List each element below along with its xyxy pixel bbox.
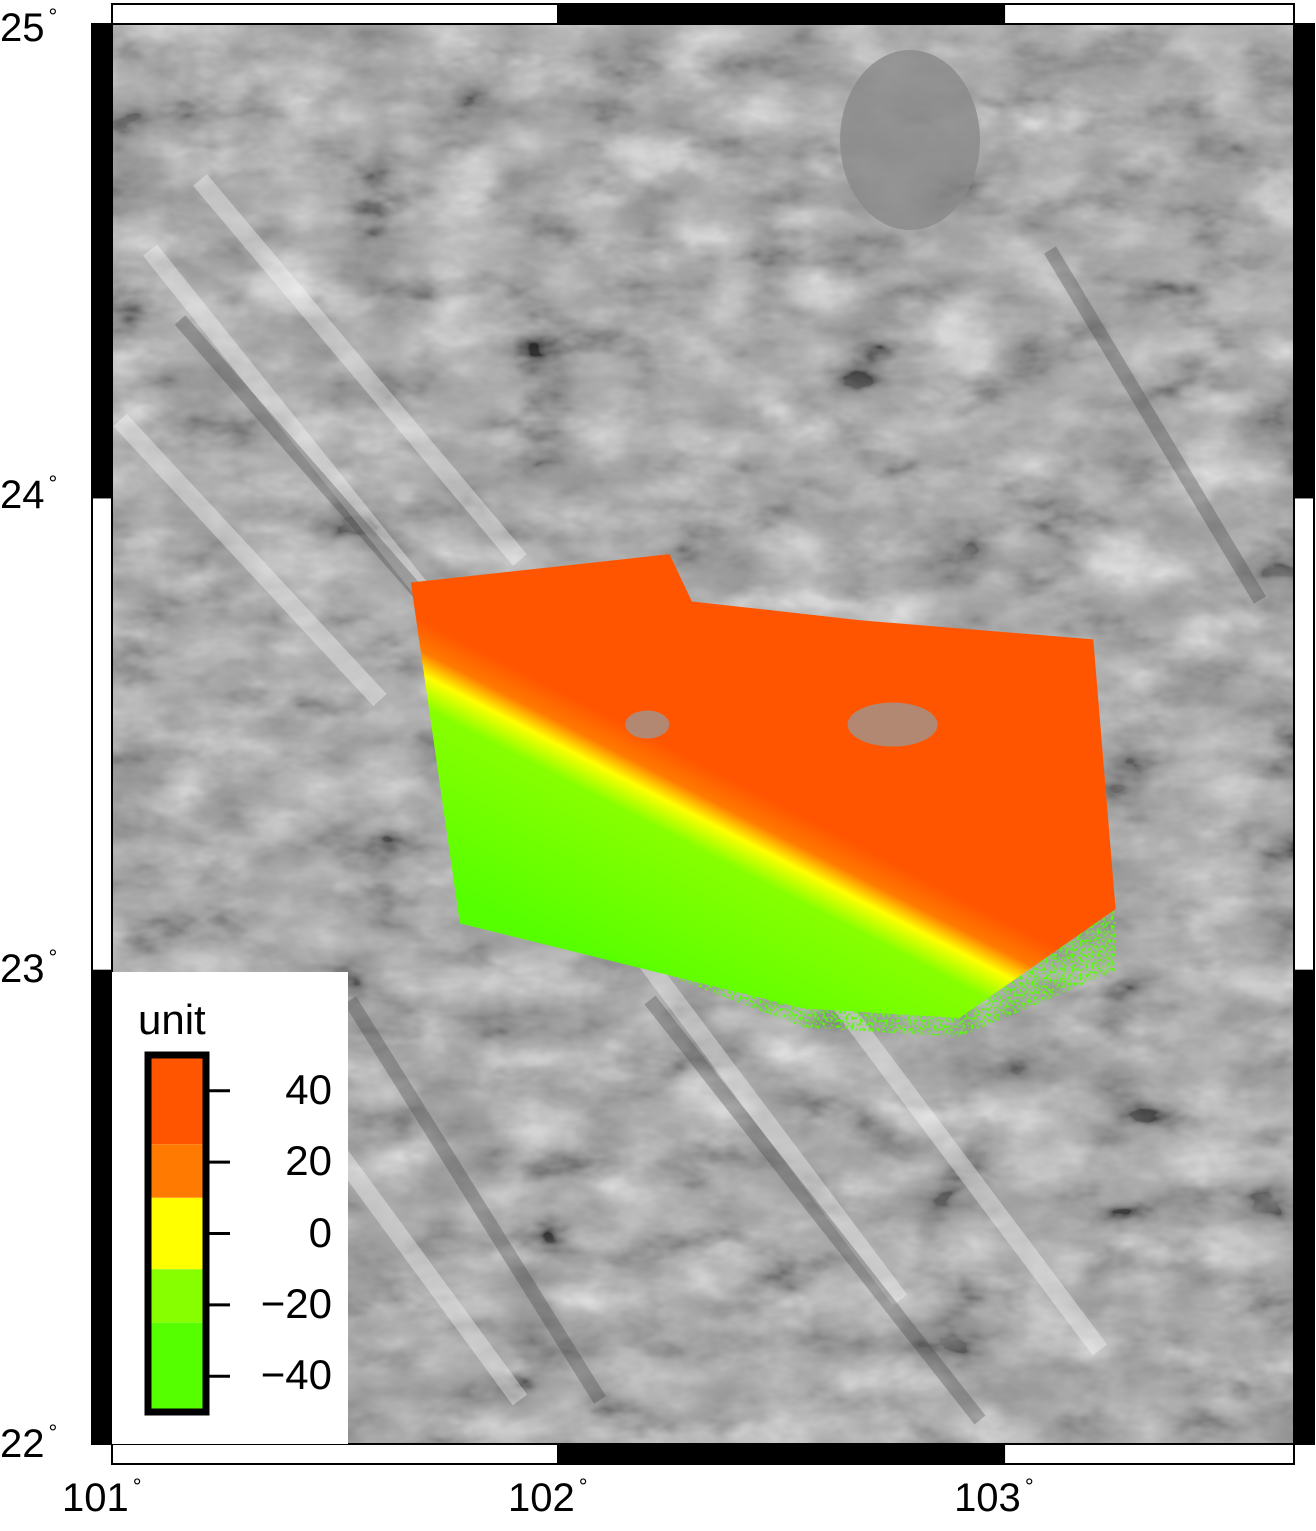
colorbar-tick-label: −40: [260, 1351, 332, 1399]
colorbar-segment: [148, 1197, 206, 1270]
longitude-label: 101 °: [62, 1476, 142, 1520]
incoherent-patch: [847, 702, 938, 747]
degree-symbol: °: [48, 471, 58, 497]
colorbar-segment: [148, 1055, 206, 1145]
degree-symbol: °: [48, 4, 58, 29]
longitude-label: 103 °: [954, 1476, 1034, 1520]
colorbar-tick-label: 0: [308, 1208, 332, 1256]
colorbar-segment: [148, 1144, 206, 1198]
latitude-value: 22: [0, 1422, 45, 1466]
colorbar-tick-label: 20: [285, 1137, 332, 1185]
degree-symbol: °: [48, 944, 58, 970]
latitude-label: 22 °: [0, 1422, 57, 1466]
latitude-label: 23 °: [0, 946, 57, 991]
incoherent-patch: [625, 710, 670, 739]
degree-symbol: °: [578, 1474, 588, 1499]
degree-symbol: °: [1024, 1474, 1034, 1499]
frame-segment-bottom: [1003, 1443, 1296, 1465]
frame-segment-top: [1003, 3, 1296, 25]
degree-symbol: °: [132, 1474, 142, 1499]
latitude-value: 24: [0, 473, 45, 518]
frame-segment-left: [91, 23, 113, 499]
frame-segment-right: [1293, 23, 1315, 499]
colorbar-segment: [148, 1322, 206, 1412]
longitude-label: 102 °: [508, 1476, 588, 1520]
colorbar-segment: [148, 1269, 206, 1323]
colorbar-tick-label: 40: [285, 1065, 332, 1113]
degree-symbol: °: [48, 1420, 58, 1445]
displacement-overlay: [410, 554, 1116, 1037]
latitude-value: 23: [0, 946, 45, 991]
map-frame: [91, 3, 1315, 1465]
longitude-value: 102: [508, 1476, 575, 1520]
longitude-value: 103: [954, 1476, 1021, 1520]
displacement-footprint: [410, 554, 1116, 1018]
latitude-label: 24 °: [0, 473, 57, 518]
longitude-value: 101: [62, 1476, 129, 1520]
displacement-noisy-fringe: [459, 894, 1116, 1037]
latitude-value: 25: [0, 6, 45, 50]
colorbar-tick-label: −20: [260, 1279, 332, 1327]
latitude-label: 25 °: [0, 6, 57, 50]
colorbar-title: unit: [138, 996, 206, 1043]
